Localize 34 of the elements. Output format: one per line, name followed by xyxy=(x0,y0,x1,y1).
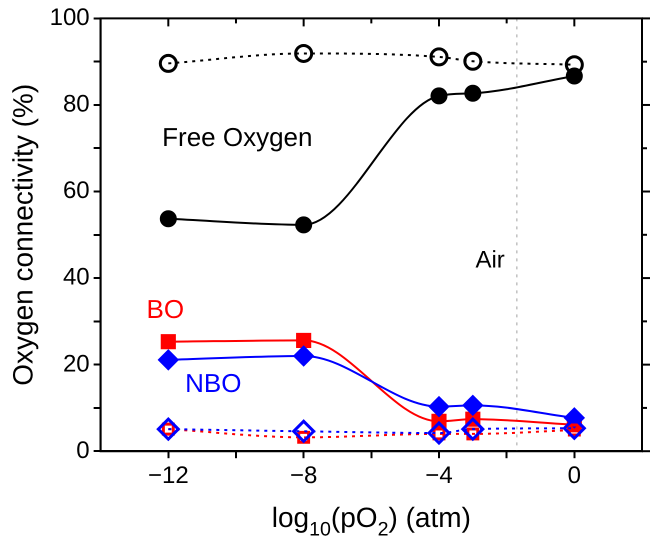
ref-line-label: Air xyxy=(475,246,505,274)
point xyxy=(293,345,314,366)
point xyxy=(292,420,316,443)
point xyxy=(429,47,448,66)
series-label: NBO xyxy=(185,368,242,398)
y-axis-title: Oxygen connectivity (%) xyxy=(8,84,39,386)
point xyxy=(461,418,484,441)
y-tick-label: 40 xyxy=(62,264,90,291)
text: Free Oxygen xyxy=(162,122,312,152)
y-tick-label: 100 xyxy=(50,4,90,32)
point xyxy=(427,422,450,445)
point xyxy=(160,210,177,228)
point xyxy=(462,394,484,416)
point xyxy=(158,54,178,73)
point xyxy=(158,349,179,370)
point xyxy=(566,67,583,84)
point xyxy=(156,418,180,441)
y-tick-label: 60 xyxy=(62,177,90,204)
x-tick-label: −4 xyxy=(425,462,453,490)
y-tick-label: 20 xyxy=(62,350,90,378)
x-tick-label: 0 xyxy=(568,462,582,490)
x-tick-label: −12 xyxy=(148,462,189,490)
point xyxy=(430,87,448,104)
point xyxy=(463,52,482,71)
y-tick-label: 80 xyxy=(62,90,90,118)
point xyxy=(160,334,176,350)
x-tick-label: −8 xyxy=(290,462,318,490)
series-label: BO xyxy=(146,294,184,324)
y-tick-label: 0 xyxy=(76,436,90,464)
point xyxy=(294,44,314,63)
point xyxy=(428,396,450,418)
point xyxy=(296,332,312,348)
point xyxy=(295,216,312,234)
point xyxy=(464,84,482,102)
